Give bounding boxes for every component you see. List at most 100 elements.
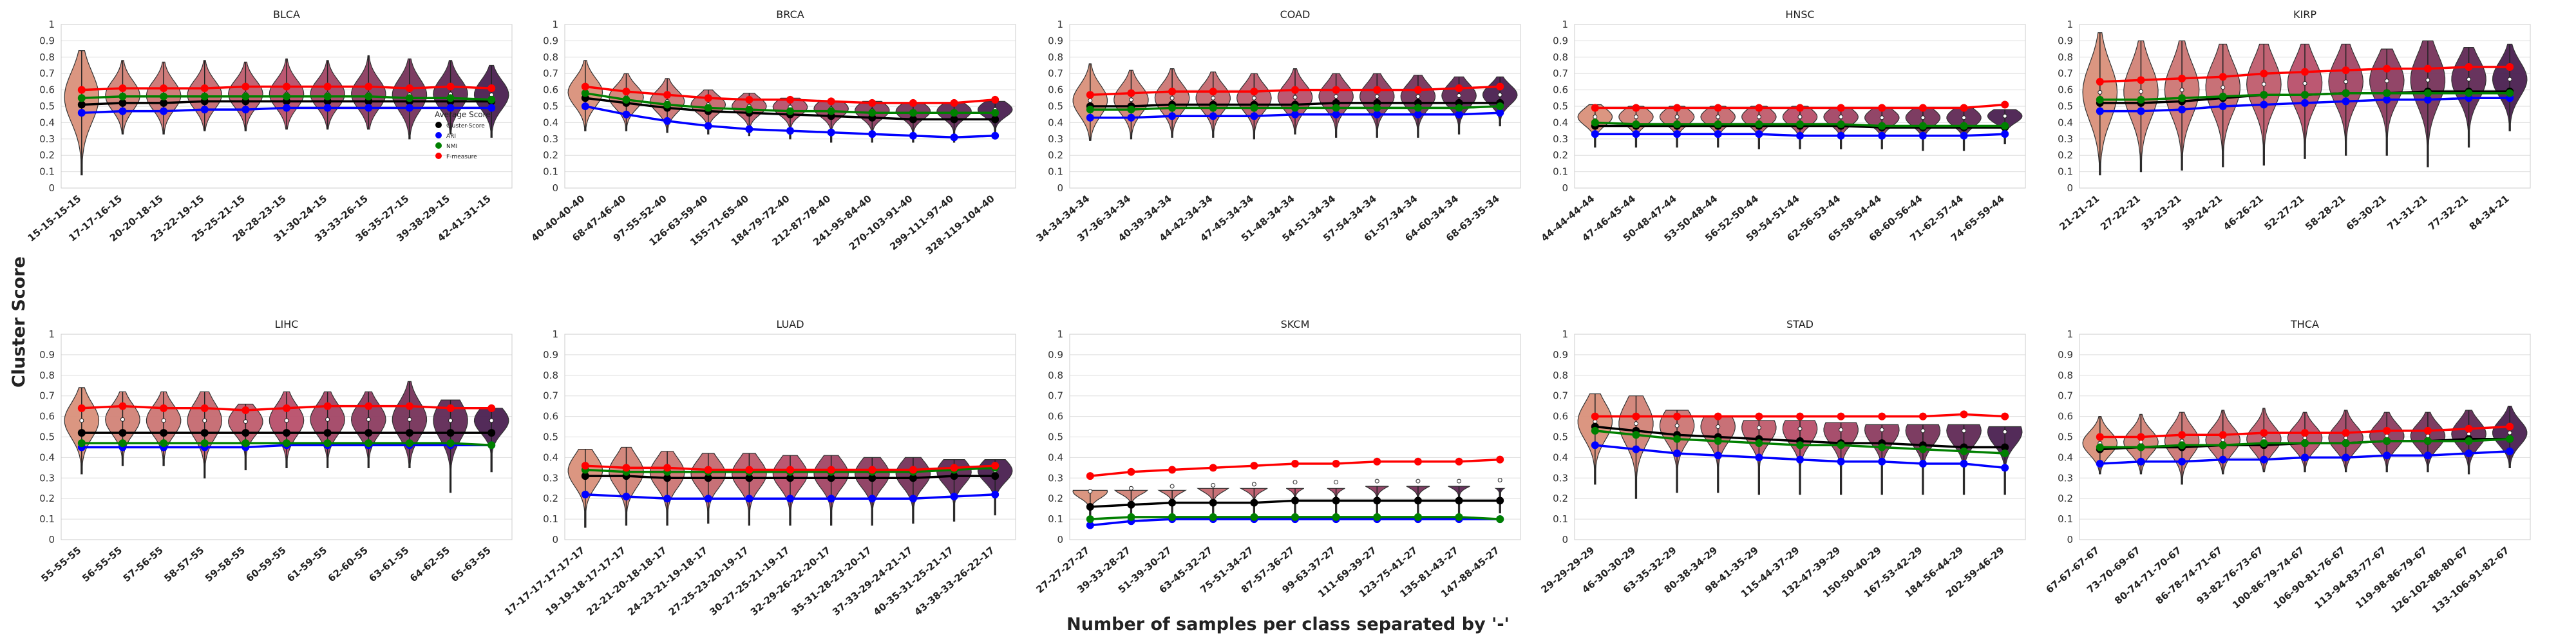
series-point-nmi [1837, 120, 1845, 128]
series-point-ari [581, 102, 589, 110]
y-tick-label: 0.8 [39, 52, 55, 63]
violin-median [1170, 95, 1175, 100]
y-tick-label: 0.1 [2058, 166, 2073, 178]
series-point-nmi [323, 439, 332, 448]
y-tick-label: 0.3 [39, 472, 55, 484]
series-point-nmi [1714, 437, 1722, 445]
series-point-ari [1632, 130, 1640, 138]
series-point-ari [2219, 102, 2227, 110]
y-tick-label: 0.6 [543, 84, 558, 96]
y-tick-label: 0.7 [39, 390, 55, 402]
series-point-ari [1714, 451, 1722, 460]
y-tick-label: 0.3 [2058, 133, 2073, 145]
y-tick-label: 0.3 [543, 472, 558, 484]
series-point-nmi [160, 439, 168, 448]
plot-frame [61, 334, 513, 540]
plot-frame [61, 24, 513, 189]
series-point-f-measure [1127, 468, 1135, 476]
series-point-ari [2506, 447, 2514, 455]
series-point-f-measure [991, 462, 999, 470]
violin-median [1962, 115, 1967, 120]
violin-median [1497, 92, 1502, 97]
violin-median [1088, 489, 1093, 494]
y-tick-label: 0.1 [1048, 166, 1063, 178]
panel-title: HNSC [1785, 8, 1814, 21]
series-point-nmi [1673, 120, 1681, 128]
plot-frame [564, 24, 1016, 189]
series-point-f-measure [1496, 455, 1504, 464]
series-point-f-measure [622, 464, 630, 472]
violin-median [1334, 94, 1339, 99]
x-tick-label: 24-23-21-19-18-17 [625, 544, 710, 618]
series-point-nmi [2506, 435, 2514, 443]
series-point-ari [704, 122, 712, 130]
series-point-f-measure [283, 82, 290, 91]
x-tick-label: 84-34-21 [2467, 193, 2512, 232]
series-point-ari [786, 495, 794, 503]
y-tick-label: 1 [2067, 19, 2073, 30]
series-point-ari [2001, 464, 2009, 472]
series-point-nmi [2342, 89, 2350, 97]
series-point-nmi [2137, 443, 2145, 451]
violin-median [1920, 115, 1926, 120]
legend-entry: NMI [446, 144, 457, 150]
series-point-nmi [2001, 450, 2009, 458]
y-tick-label: 0.1 [1553, 513, 1568, 525]
x-tick-label: 39-24-21 [2180, 193, 2224, 232]
y-tick-label: 0 [1562, 182, 1568, 194]
y-tick-label: 0.7 [1553, 390, 1568, 402]
series-point-nmi [1755, 439, 1763, 448]
series-point-nmi [1250, 513, 1258, 521]
series-point-cluster-score [446, 429, 455, 437]
series-point-ari [323, 104, 332, 112]
panel-coad: 00.10.20.30.40.50.60.70.80.91COAD34-34-3… [1034, 8, 1521, 244]
y-tick-label: 0 [1562, 534, 1568, 545]
y-tick-label: 0.9 [39, 35, 55, 46]
y-tick-label: 0.7 [543, 390, 558, 402]
panel-brca: 00.10.20.30.40.50.60.70.80.91BRCA40-40-4… [529, 8, 1016, 257]
series-point-ari [1291, 110, 1299, 118]
series-point-f-measure [2342, 66, 2350, 75]
series-point-nmi [1837, 441, 1845, 450]
panel-title: BLCA [273, 8, 300, 21]
y-tick-label: 0.8 [1048, 52, 1063, 63]
series-point-nmi [1250, 104, 1258, 112]
series-point-nmi [405, 94, 413, 102]
violin-median [1756, 115, 1761, 120]
series-point-f-measure [2178, 74, 2186, 82]
series-point-f-measure [2260, 429, 2268, 437]
y-tick-label: 0.5 [1048, 100, 1063, 112]
y-tick-label: 0.9 [1553, 35, 1568, 46]
series-point-ari [1332, 110, 1340, 118]
series-point-nmi [2465, 437, 2473, 445]
violin-median [1674, 423, 1680, 428]
series-point-f-measure [581, 462, 589, 470]
series-point-ari [991, 131, 999, 140]
y-tick-label: 0.8 [1553, 52, 1568, 63]
y-tick-label: 0.1 [1048, 513, 1063, 525]
series-point-nmi [283, 92, 290, 100]
series-point-ari [1414, 110, 1422, 118]
series-point-cluster-score [1086, 502, 1094, 511]
series-point-cluster-score [991, 115, 999, 124]
violin-median [1962, 428, 1967, 433]
x-tick-label: 61-59-55 [285, 544, 329, 584]
series-point-ari [2178, 106, 2186, 114]
series-point-f-measure [1455, 84, 1463, 93]
y-tick-label: 1 [1562, 19, 1568, 30]
series-point-ari [1837, 131, 1845, 140]
violin-median [1756, 425, 1761, 430]
series-point-nmi [2001, 122, 2009, 130]
series-point-nmi [2260, 439, 2268, 448]
series-point-cluster-score [1250, 498, 1258, 507]
series-point-f-measure [323, 82, 332, 91]
series-point-nmi [1878, 122, 1886, 130]
series-point-f-measure [2506, 422, 2514, 431]
series-point-ari [1796, 455, 1804, 464]
y-tick-label: 0.9 [543, 349, 558, 361]
series-point-f-measure [2219, 73, 2227, 81]
x-tick-label: 57-56-55 [121, 544, 166, 584]
series-point-cluster-score [283, 429, 290, 437]
violin-median [1716, 424, 1721, 430]
y-tick-label: 0.8 [543, 370, 558, 381]
